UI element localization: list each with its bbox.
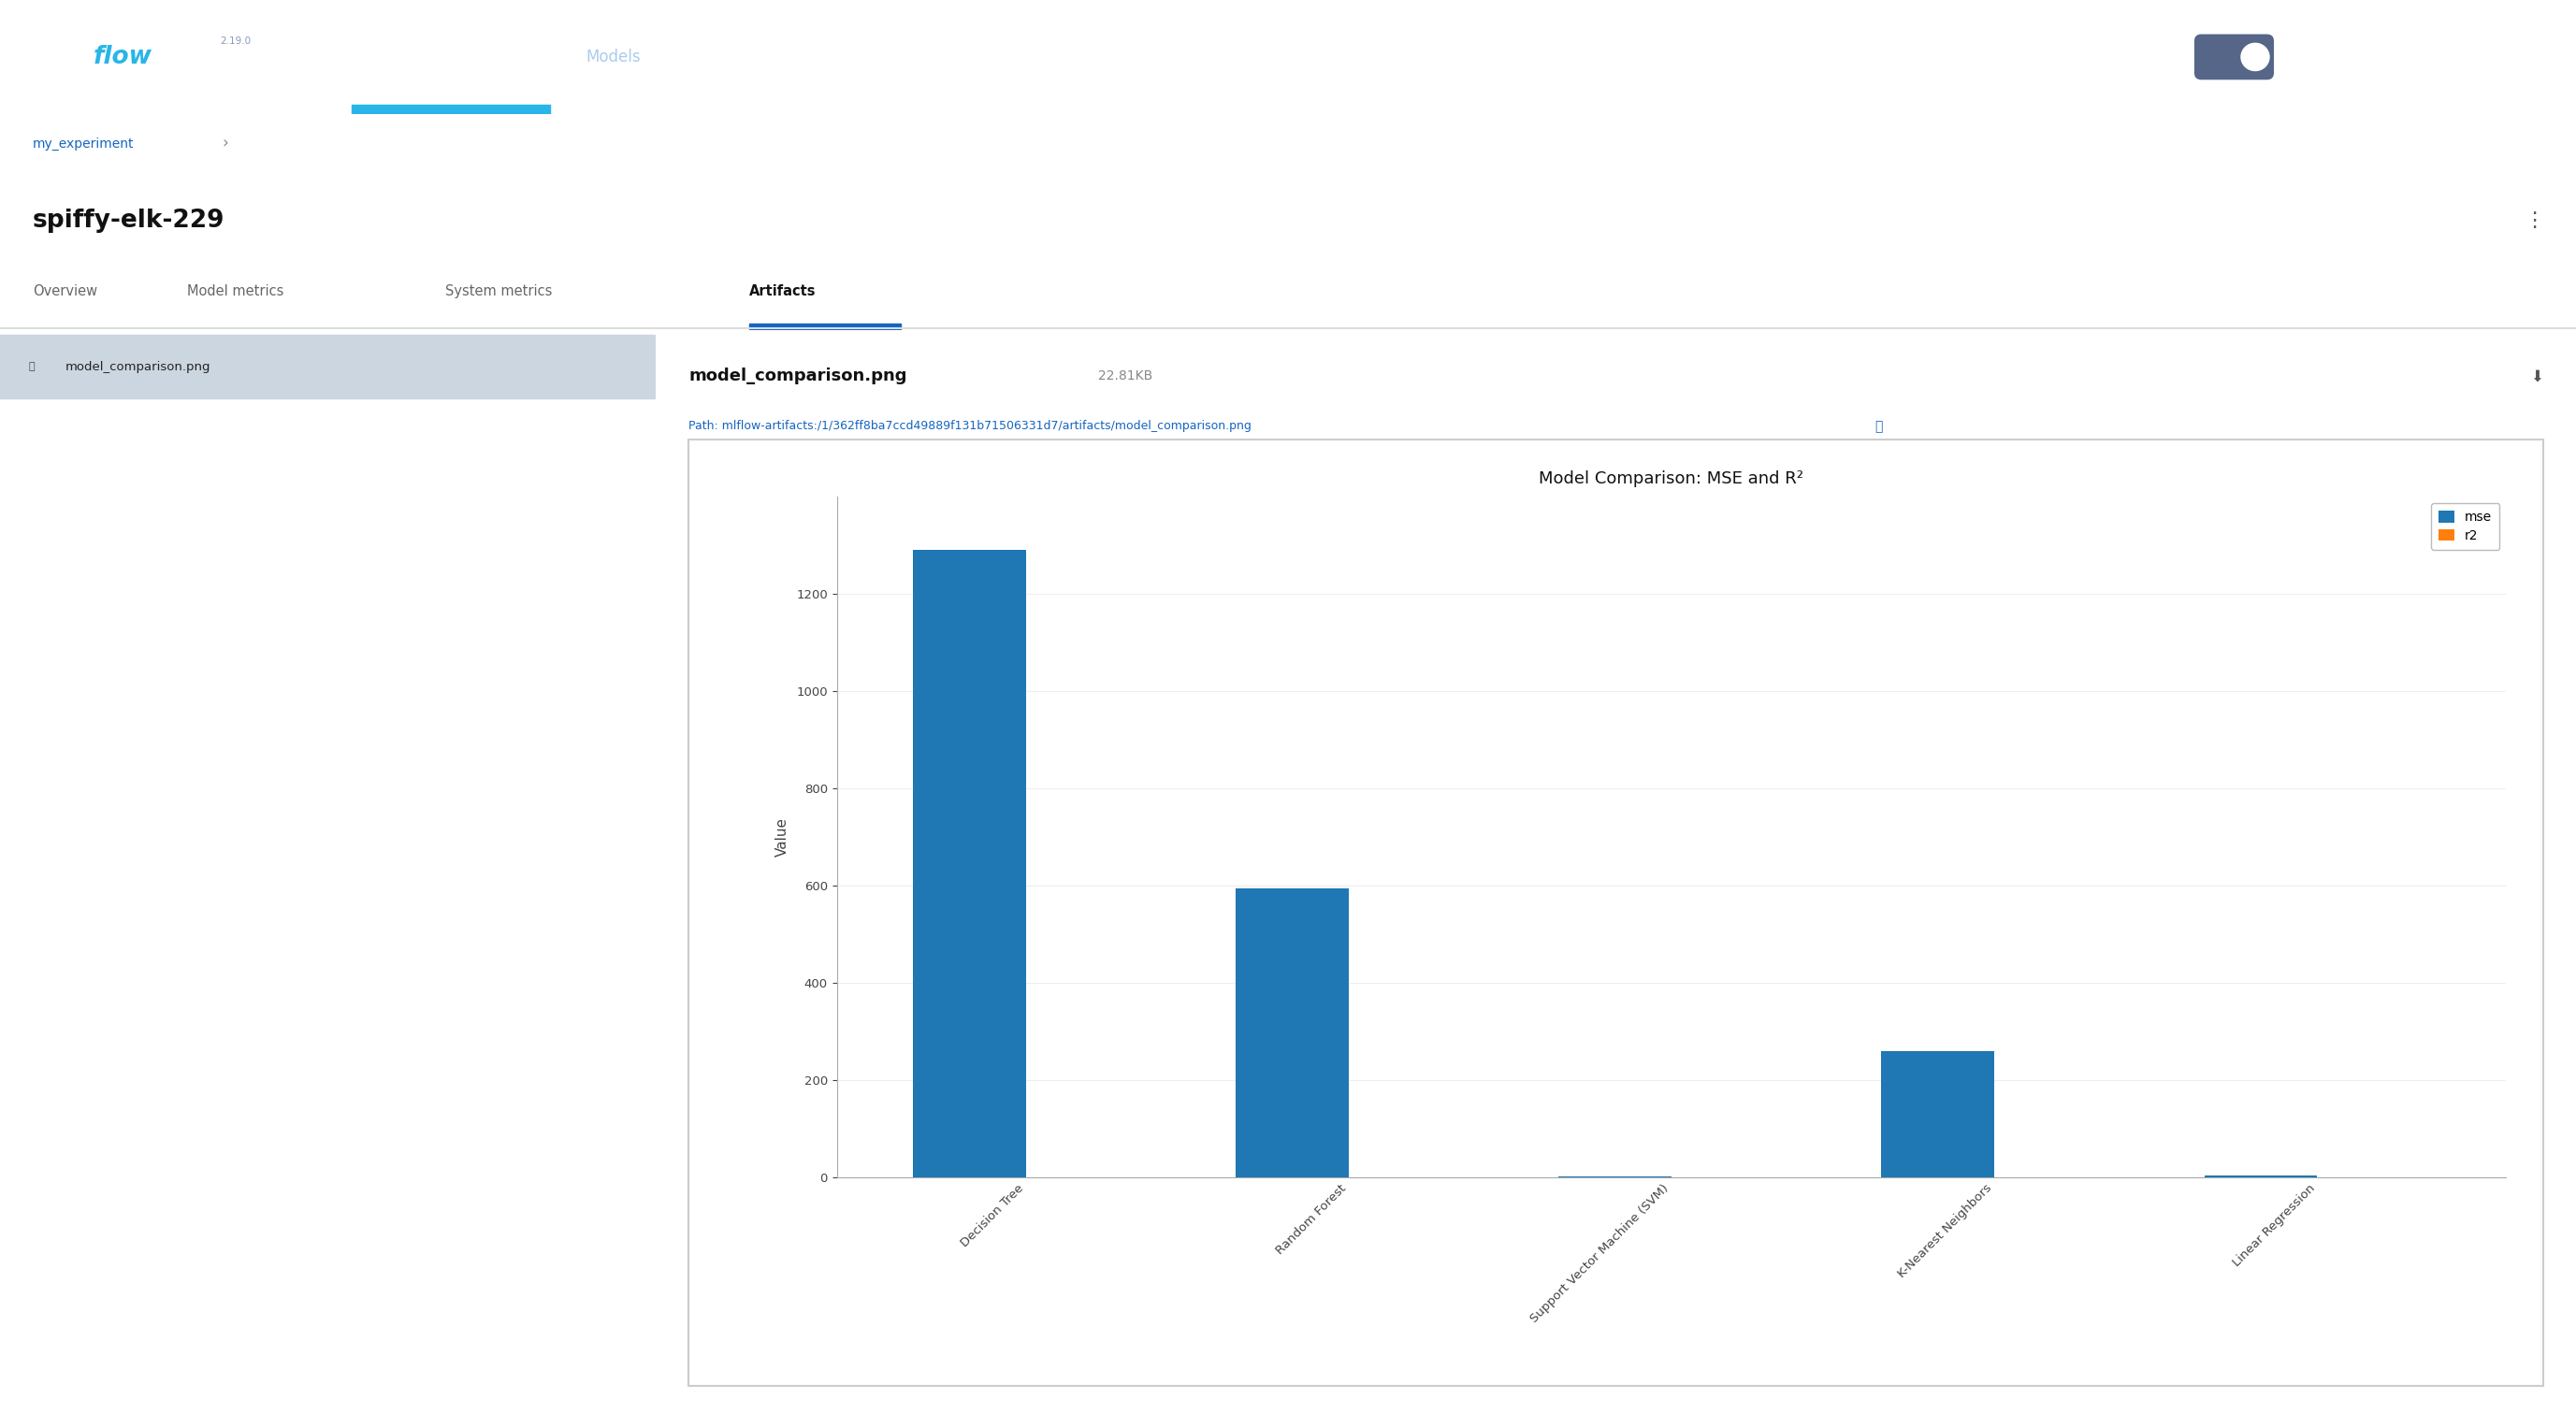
Bar [1558,1176,1672,1177]
Text: model_comparison.png: model_comparison.png [688,367,907,384]
Text: my_experiment: my_experiment [33,137,134,150]
Bar [350,105,551,114]
Text: ›: › [222,136,229,153]
Text: Model metrics: Model metrics [188,284,283,298]
Legend: mse, r2: mse, r2 [2432,503,2499,550]
Title: Model Comparison: MSE and R²: Model Comparison: MSE and R² [1538,471,1803,487]
Text: spiffy-elk-229: spiffy-elk-229 [33,209,224,233]
FancyBboxPatch shape [2195,34,2275,79]
Text: 🖼: 🖼 [28,362,33,372]
Text: Artifacts: Artifacts [750,284,817,298]
Text: 22.81KB: 22.81KB [1097,369,1154,383]
Text: Docs: Docs [2470,48,2509,65]
Text: 2.19.0: 2.19.0 [219,37,250,45]
Bar [912,550,1025,1177]
Text: Experiments: Experiments [363,48,461,65]
Text: ⚙: ⚙ [2282,48,2298,65]
Y-axis label: Value: Value [775,818,791,856]
Text: ⎘: ⎘ [1875,420,1883,432]
Text: System metrics: System metrics [446,284,551,298]
Bar [0,335,657,398]
Text: Models: Models [585,48,641,65]
Text: GitHub: GitHub [2318,48,2372,65]
Circle shape [2241,44,2269,71]
Bar [750,324,902,329]
Text: flow: flow [93,45,152,69]
Bar [1880,1051,1994,1177]
Text: ⬇: ⬇ [2530,367,2543,384]
Text: Overview: Overview [33,284,98,298]
Text: model_comparison.png: model_comparison.png [64,360,211,373]
Text: ⋮: ⋮ [2524,212,2545,230]
Bar [688,439,2543,1386]
Bar [1236,889,1350,1177]
Text: Path: mlflow-artifacts:/1/362ff8ba7ccd49889f131b71506331d7/artifacts/model_compa: Path: mlflow-artifacts:/1/362ff8ba7ccd49… [688,420,1252,432]
Text: ml: ml [33,45,67,69]
Bar [2205,1176,2318,1177]
